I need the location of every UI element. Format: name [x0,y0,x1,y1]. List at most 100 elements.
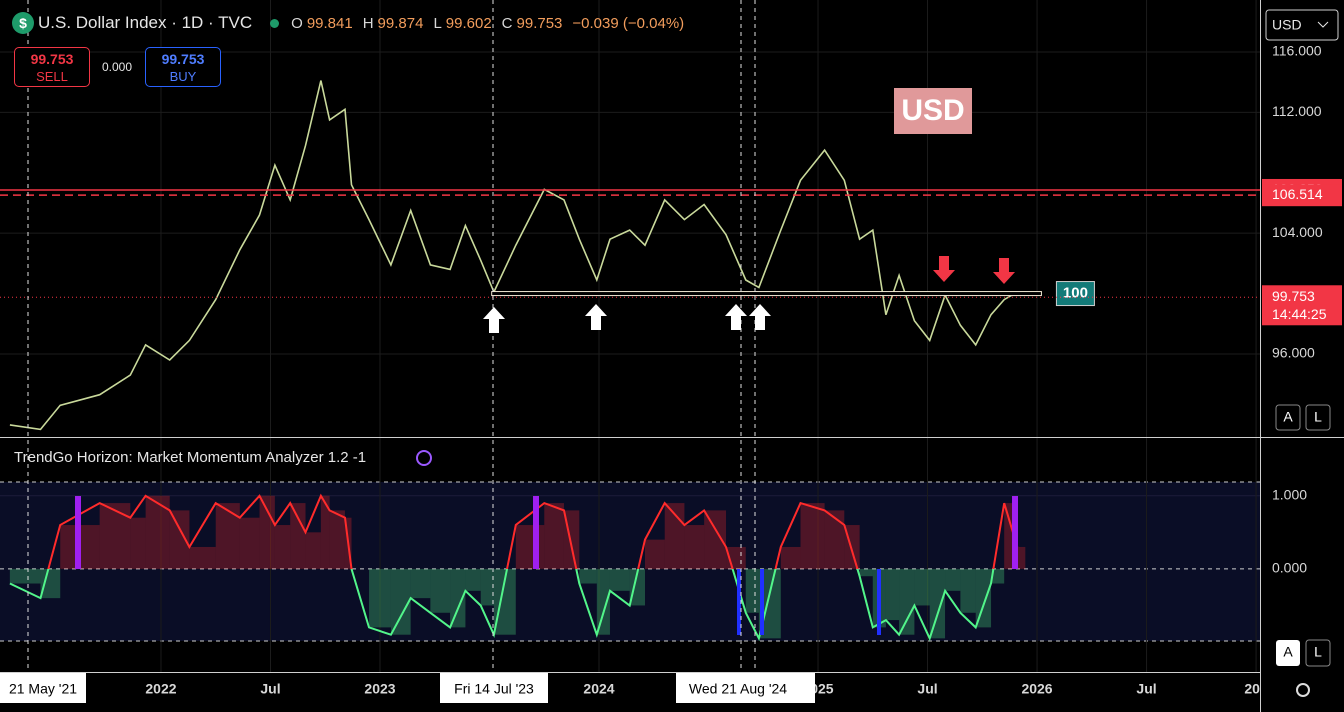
countdown: 14:44:25 [1272,306,1327,322]
momentum-area [329,510,345,569]
auto-button[interactable] [1276,640,1300,666]
support-label: 100 [1063,285,1088,302]
momentum-area [758,568,781,639]
crosshairs [27,0,756,672]
momentum-area [800,503,825,569]
momentum-area [991,568,1005,584]
crosshair-date: 21 May '21 [9,681,77,697]
x-tick-label: Jul [1136,681,1156,697]
crosshair-date-box [676,673,815,703]
auto-button-label[interactable]: A [1283,644,1293,660]
annotation-box [894,88,972,134]
indicator-title: TrendGo Horizon: Market Momentum Analyze… [14,449,366,466]
momentum-area [169,510,190,569]
momentum-area [9,568,41,584]
momentum-area [430,568,451,613]
ohlc-value: 99.841 [306,14,353,32]
momentum-area [885,568,900,621]
currency-menu[interactable] [1265,9,1339,41]
symbol-icon: $ [12,12,34,34]
momentum-area [960,568,976,613]
resistance-arrows [933,256,1015,284]
momentum-area [290,503,306,569]
momentum-area [480,568,494,606]
momentum-area [945,568,961,591]
ohlc-value: 99.874 [377,14,424,32]
y-tick-label: 1.000 [1272,486,1307,502]
momentum-area [390,568,411,635]
symbol-header: $ U.S. Dollar Index · 1D · TVC O 99.841 H… [12,12,684,34]
momentum-area [645,539,665,569]
momentum-area [515,525,545,569]
log-button[interactable] [1305,404,1331,431]
support-arrows [483,304,771,333]
x-tick-label: 202 [1244,681,1268,697]
last-price-label: 99.753 [1272,288,1315,304]
currency-menu-label[interactable]: USD [1272,17,1302,33]
sell-label: SELL [36,69,68,84]
price-tag [1262,184,1342,207]
momentum-area [274,525,291,569]
momentum-area [99,503,131,569]
momentum-area [215,503,240,569]
symbol-title[interactable]: U.S. Dollar Index · 1D · TVC [38,13,253,32]
settings-button[interactable] [1296,683,1310,697]
momentum-area [704,510,727,569]
annotation: USD [901,94,964,127]
market-status [270,18,280,28]
ohlc-key: H [362,14,374,32]
momentum-area [1017,546,1026,569]
log-button-label[interactable]: L [1314,644,1322,660]
ohlc-key: C [501,14,513,32]
menu-caret [1317,21,1329,28]
momentum-area [609,568,630,591]
log-button-label[interactable]: L [1314,409,1322,425]
momentum-zone [0,482,1260,641]
crosshair-date-box [0,673,86,703]
momentum-area [824,510,845,569]
ohlc-value: 99.753 [516,14,563,32]
auto-button[interactable] [1275,404,1301,431]
momentum-area [684,525,705,569]
sell-price: 99.753 [30,51,74,67]
momentum-area [320,495,330,569]
price-change: −0.039 (−0.04%) [572,14,685,32]
y-tick-label: 112.000 [1272,103,1322,119]
x-tick-label: Jul [917,681,937,697]
momentum-area [859,568,873,577]
buy-button[interactable]: 99.753 BUY [145,47,221,87]
momentum-area [145,495,170,569]
indicator-icon[interactable] [416,450,432,466]
axes: 2022 Jul 2023 2024 2025 Jul 2026 Jul 20296.00010… [145,43,1342,697]
ohlc-key: O [291,14,303,32]
momentum-area [596,568,610,635]
momentum-area [780,546,801,569]
y-tick-label: 116.000 [1272,43,1322,59]
momentum-area [239,517,260,569]
signal-bars [75,496,1018,635]
momentum-area [914,568,930,606]
price-line [9,80,1018,431]
spread: 0.000 [102,60,133,74]
momentum-area [745,568,759,613]
x-tick-label: 2024 [583,681,614,697]
auto-button-label[interactable]: A [1283,409,1293,425]
x-tick-label: Jul [260,681,280,697]
buy-price: 99.753 [161,51,205,67]
momentum-area [189,546,216,569]
sell-button[interactable]: 99.753 SELL [14,47,90,87]
y-tick-label: 0.000 [1272,560,1307,576]
momentum-area [579,568,597,584]
momentum-area [493,568,516,635]
momentum-area [259,495,275,569]
momentum-area [899,568,915,635]
momentum-area [975,568,992,628]
momentum-area [369,568,391,628]
momentum-area [450,568,466,628]
momentum-area [465,568,481,591]
ohlc-value: 99.602 [445,14,492,32]
log-button[interactable] [1305,639,1331,667]
momentum-pane [0,438,1260,672]
x-tick-label: 2026 [1021,681,1052,697]
